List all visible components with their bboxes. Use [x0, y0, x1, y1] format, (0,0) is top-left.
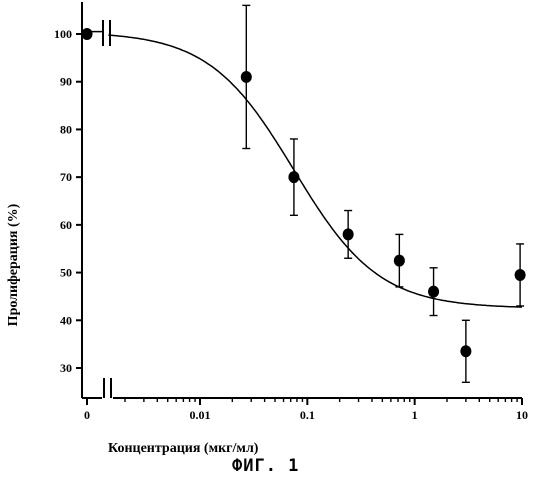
x-tick-label: 10: [516, 408, 528, 422]
figure-caption: ФИГ. 1: [232, 456, 342, 476]
fit-curve: [108, 35, 522, 307]
y-tick-label: 60: [60, 218, 72, 232]
x-axis-label: Концентрация (мкг/мл): [108, 441, 259, 456]
y-tick-label: 90: [60, 75, 72, 89]
y-tick-label: 100: [54, 27, 72, 41]
data-points: [82, 5, 526, 382]
data-point: [460, 345, 471, 357]
data-point: [241, 71, 252, 83]
data-point: [394, 255, 405, 267]
data-point: [343, 228, 354, 240]
x-tick-label: 1: [412, 408, 418, 422]
x-tick-label: 0.01: [190, 408, 211, 422]
data-point: [82, 28, 93, 40]
fit-curve-layer: [91, 32, 522, 307]
y-tick-label: 50: [60, 266, 72, 280]
y-tick-label: 80: [60, 122, 72, 136]
y-axis-label: Пролиферация (%): [6, 203, 21, 326]
data-point: [515, 269, 526, 281]
x-tick-label: 0: [84, 408, 90, 422]
x-tick-label: 0.1: [300, 408, 315, 422]
axes: 30 40 50 60 70 80 90 100 0 0.01 0.1 1 10: [54, 2, 528, 422]
y-tick-label: 40: [60, 313, 72, 327]
y-tick-label: 30: [60, 361, 72, 375]
data-point: [288, 171, 299, 183]
data-point: [428, 286, 439, 298]
y-tick-label: 70: [60, 170, 72, 184]
